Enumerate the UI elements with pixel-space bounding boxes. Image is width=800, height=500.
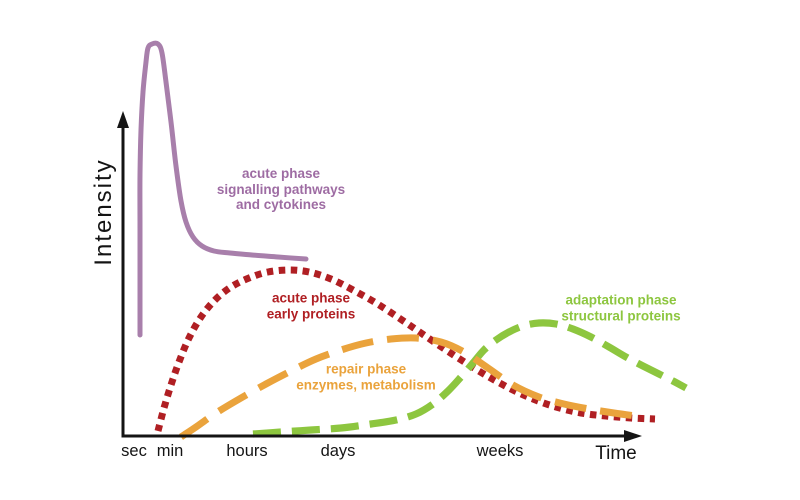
- x-tick-label-hours: hours: [226, 442, 268, 460]
- label-repair-phase-enzymes-metabolism: repair phase enzymes, metabolism: [296, 361, 436, 393]
- x-axis-arrow: [624, 430, 642, 442]
- curve-repair-phase-enzymes-metabolism: [179, 334, 637, 440]
- curve-adaptation-phase-structural-proteins: [252, 319, 688, 438]
- x-axis-title: Time: [595, 443, 637, 464]
- x-tick-label-weeks: weeks: [476, 442, 524, 460]
- label-acute-phase-signalling: acute phase signalling pathways and cyto…: [216, 165, 346, 212]
- y-axis-arrow: [117, 111, 129, 128]
- label-acute-phase-early-proteins: acute phase early proteins: [266, 290, 356, 322]
- curve-acute-phase-early-proteins: [154, 266, 656, 432]
- x-tick-label-min: min: [156, 442, 184, 460]
- y-axis-title: Intensity: [90, 158, 117, 266]
- x-tick-label-sec: sec: [121, 442, 147, 460]
- label-adaptation-phase-structural-proteins: adaptation phase structural proteins: [561, 292, 681, 324]
- curve-acute-phase-signalling: [137, 40, 309, 338]
- x-tick-label-days: days: [320, 442, 356, 460]
